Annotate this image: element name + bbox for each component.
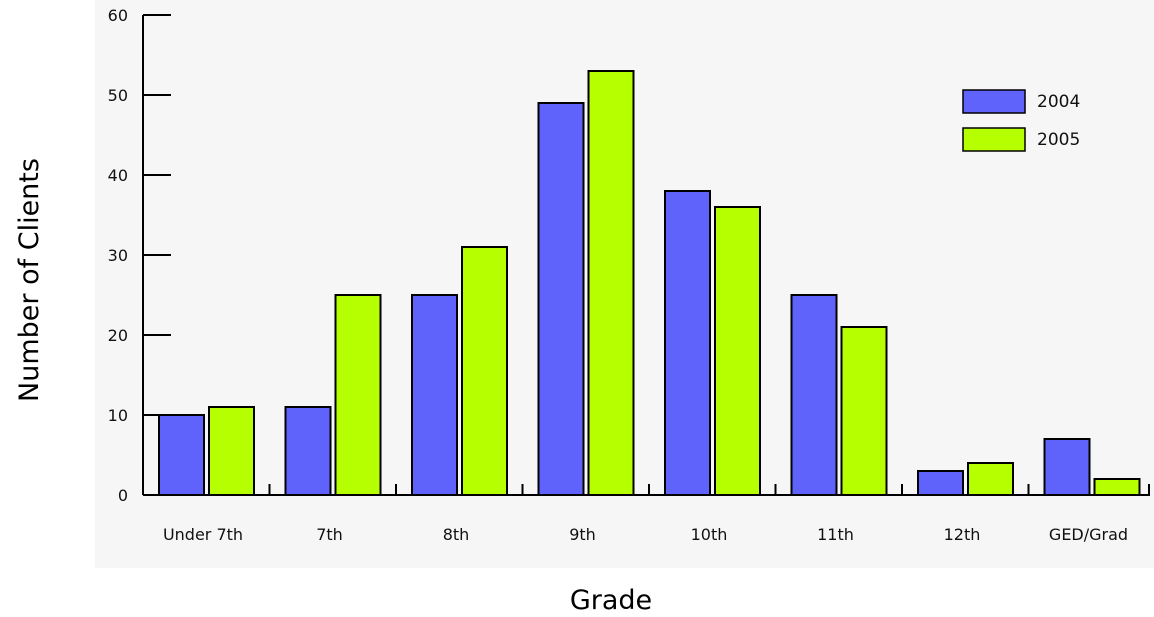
legend: 2004 2005 bbox=[962, 89, 1080, 152]
x-tick-label: 7th bbox=[316, 525, 343, 544]
y-tick-label: 0 bbox=[118, 486, 128, 505]
x-axis-title: Grade bbox=[570, 585, 652, 613]
legend-swatch-2004 bbox=[962, 89, 1026, 114]
bar-2004 bbox=[1043, 438, 1091, 496]
y-tick-label: 60 bbox=[108, 6, 128, 25]
y-axis: 0 10 20 30 40 50 60 bbox=[108, 6, 171, 505]
bar-2004 bbox=[664, 190, 711, 496]
x-tick-label: 10th bbox=[691, 525, 728, 544]
y-tick-label: 40 bbox=[108, 166, 128, 185]
bar-2005 bbox=[461, 246, 508, 496]
bar-2005 bbox=[1093, 478, 1141, 496]
bar-2004 bbox=[158, 414, 205, 496]
bar-2004 bbox=[917, 470, 964, 496]
x-tick-label: Under 7th bbox=[163, 525, 243, 544]
bar-2005 bbox=[967, 462, 1014, 496]
bar-2005 bbox=[334, 294, 382, 496]
legend-label-2004: 2004 bbox=[1037, 92, 1080, 112]
x-tick-label: 11th bbox=[817, 525, 854, 544]
legend-swatch-2005 bbox=[962, 127, 1026, 152]
bar-2005 bbox=[208, 406, 255, 496]
legend-label-2005: 2005 bbox=[1037, 130, 1080, 150]
y-tick-label: 30 bbox=[108, 246, 128, 265]
x-tick-label: 8th bbox=[443, 525, 470, 544]
bar-2004 bbox=[284, 406, 332, 496]
y-tick-label: 10 bbox=[108, 406, 128, 425]
y-tick-label: 50 bbox=[108, 86, 128, 105]
y-tick-label: 20 bbox=[108, 326, 128, 345]
bar-2004 bbox=[537, 102, 585, 496]
bar-2004 bbox=[411, 294, 458, 496]
bar-2005 bbox=[840, 326, 888, 496]
bar-2004 bbox=[790, 294, 838, 496]
x-tick-label: 9th bbox=[569, 525, 596, 544]
x-tick-label: GED/Grad bbox=[1049, 525, 1128, 544]
x-tick-label: 12th bbox=[944, 525, 981, 544]
bar-2005 bbox=[714, 206, 761, 496]
bar-2005 bbox=[587, 70, 635, 496]
bars bbox=[158, 70, 1141, 496]
y-axis-title: Number of Clients bbox=[14, 158, 45, 402]
